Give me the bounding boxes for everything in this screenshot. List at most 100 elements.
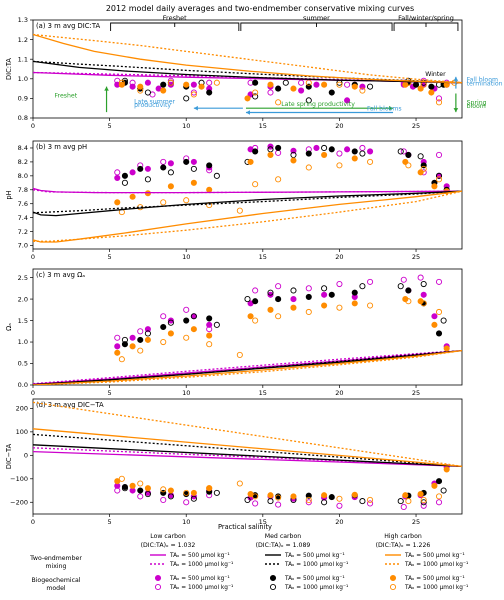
model-point-s1-3 [167,77,174,84]
model-point-s4-13 [431,321,438,328]
legend-header-sub: (DIC:TA)ₒ = 1.032 [141,542,196,549]
mixing-curve-2 [33,190,462,217]
panel-label: (b) 3 m avg pH [36,143,87,151]
model-point-s3-12 [435,172,443,179]
model-point-s3-2 [167,319,174,326]
mixing-curve-2 [33,60,462,84]
legend-header: Med carbon [265,533,301,540]
x-tick-label: 0 [31,389,35,397]
x-tick-label: 15 [259,253,267,261]
legend-entry: TAₒ = 500 μmol kg⁻¹ [169,575,230,582]
model-point-s1-6 [275,283,282,290]
model-point-s3-10 [397,283,404,290]
model-point-s5-12 [435,99,443,106]
model-point-s4-7 [267,492,274,499]
model-point-s1-10 [400,276,407,283]
x-tick-label: 0 [31,253,35,261]
legend: Low carbon (DIC:TA)ₒ = 1.032 Med carbon (DI… [29,533,468,592]
model-point-s3-11 [420,499,427,506]
model-point-s0-7 [267,291,274,298]
chart-panel-4: 0 5 10 15 20 25 −200 −100 0 100 200 DIC−TA (d) 3 m a… [5,398,463,526]
model-point-s1-0 [114,334,121,341]
annotation-label: Fall bloom [467,77,498,84]
model-point-s5-6 [252,493,259,500]
x-tick-label: 5 [108,122,112,130]
model-point-s0-2 [144,326,151,333]
model-point-s4-9 [321,302,328,309]
legend-entry: TAₒ = 500 μmol kg⁻¹ [169,552,230,559]
model-point-s4-8 [290,304,297,311]
axes-frame [32,140,463,250]
mixing-curve-4 [33,349,462,385]
model-point-s0-0 [114,174,121,181]
legend-marker-swatch [269,574,277,582]
model-point-s2-9 [351,289,358,296]
mixing-curve-3 [33,60,462,84]
model-point-s2-7 [305,150,312,157]
annotation-label: termination [467,81,503,88]
model-point-s4-14 [443,466,450,473]
panel-label: (d) 3 m avg DIC−TA [36,401,104,409]
legend-entry: TAₒ = 500 μmol kg⁻¹ [404,575,465,582]
x-tick-label: 15 [259,518,267,526]
model-point-s0-12 [420,291,427,298]
y-axis-label: DIC:TA [5,58,13,80]
annotation-label: Freshet [54,92,77,99]
model-point-s1-12 [435,278,443,285]
y-tick-label: 8.0 [18,172,28,180]
model-point-s4-11 [417,85,424,92]
model-point-s4-14 [443,345,450,352]
model-point-s4-13 [431,482,438,489]
mixing-curve-3 [33,433,462,468]
model-point-s2-8 [328,146,335,153]
model-point-s2-6 [275,85,282,92]
model-point-s5-12 [420,300,427,307]
model-point-s5-6 [275,99,282,106]
annotation-arrowhead-0 [104,86,109,91]
x-tick-label: 10 [182,518,190,526]
model-point-s1-12 [435,95,443,102]
model-point-s4-1 [129,482,136,489]
model-point-s3-5 [244,496,251,503]
mixing-curve-4 [33,190,462,243]
legend-marker-swatch [269,583,277,591]
model-point-s5-3 [183,197,190,204]
model-point-s4-10 [351,300,358,307]
model-point-s4-12 [417,491,424,498]
legend-row-label: model [46,585,66,592]
y-tick-label: 1.5 [18,317,28,325]
model-point-s1-9 [367,500,374,507]
axes-frame [32,19,463,119]
y-tick-label: 7.0 [18,242,28,250]
annotation-label: productivity [134,102,171,109]
model-point-s5-8 [305,496,312,503]
model-point-s4-3 [167,330,174,337]
model-point-s3-10 [397,498,404,505]
model-point-s5-11 [405,498,412,505]
model-point-s2-7 [305,492,312,499]
model-point-s0-11 [367,148,374,155]
model-point-s5-0 [118,475,125,482]
model-point-s4-9 [321,151,328,158]
model-point-s5-12 [420,496,427,503]
model-point-s2-5 [252,148,259,155]
y-tick-label: 1.1 [18,55,28,63]
model-point-s5-3 [183,334,190,341]
model-point-s2-3 [183,158,190,165]
model-point-s4-1 [129,193,136,200]
model-point-s2-3 [183,317,190,324]
y-tick-label: 1.0 [18,338,28,346]
model-point-s0-0 [114,343,121,350]
model-point-s1-1 [137,328,144,335]
model-point-s0-1 [129,334,136,341]
legend-row-label: mixing [46,563,67,570]
model-point-s4-11 [402,492,409,499]
model-point-s0-13 [431,313,438,320]
x-tick-label: 10 [182,389,190,397]
model-point-s2-8 [328,89,335,96]
legend-header-sub: (DIC:TA)ₒ = 1.089 [256,542,311,549]
y-tick-label: 0.5 [18,360,28,368]
model-point-s5-2 [160,199,167,206]
y-axis-label: Ωₐ [5,323,13,331]
model-point-s1-7 [305,499,312,506]
